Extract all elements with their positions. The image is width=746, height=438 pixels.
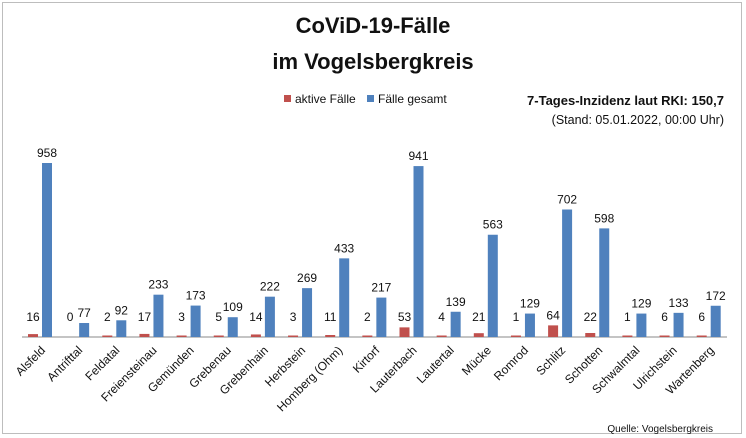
data-label-aktive: 2 [104, 310, 111, 324]
data-label-gesamt: 598 [594, 211, 614, 225]
category-label: Romrod [491, 343, 531, 383]
bar-aktive [436, 335, 447, 337]
bar-aktive [473, 333, 484, 337]
data-label-gesamt: 173 [186, 289, 206, 303]
bar-gesamt [487, 234, 498, 337]
bar-gesamt [599, 228, 610, 337]
bar-aktive [362, 335, 373, 337]
data-label-gesamt: 269 [297, 271, 317, 285]
chart-frame [2, 2, 742, 434]
data-label-aktive: 53 [398, 310, 412, 324]
legend-label-aktive: aktive Fälle [295, 92, 356, 106]
bar-aktive [250, 334, 261, 337]
bar-aktive [176, 335, 187, 337]
data-label-aktive: 21 [472, 310, 486, 324]
category-label: Alsfeld [13, 343, 48, 378]
data-label-aktive: 4 [438, 310, 445, 324]
data-label-gesamt: 702 [557, 192, 577, 206]
data-label-gesamt: 139 [446, 295, 466, 309]
data-label-gesamt: 133 [669, 296, 689, 310]
bar-gesamt [190, 305, 201, 337]
data-label-gesamt: 129 [631, 297, 651, 311]
data-label-aktive: 64 [546, 308, 560, 322]
bar-gesamt [450, 311, 461, 337]
bar-aktive [585, 333, 596, 337]
category-label: Homberg (Ohm) [274, 343, 345, 414]
data-label-gesamt: 941 [408, 149, 428, 163]
bar-gesamt [636, 313, 647, 337]
bar-gesamt [376, 297, 387, 337]
bar-gesamt [227, 317, 238, 337]
bar-gesamt [562, 209, 573, 337]
date-annotation: (Stand: 05.01.2022, 00:00 Uhr) [552, 113, 724, 127]
bar-gesamt [524, 313, 535, 337]
data-label-aktive: 0 [67, 310, 74, 324]
data-label-gesamt: 77 [77, 306, 91, 320]
bar-gesamt [673, 312, 684, 337]
data-label-gesamt: 563 [483, 218, 503, 232]
data-label-gesamt: 129 [520, 297, 540, 311]
bar-gesamt [302, 288, 313, 337]
data-label-gesamt: 222 [260, 280, 280, 294]
data-label-gesamt: 92 [115, 303, 129, 317]
data-label-aktive: 2 [364, 310, 371, 324]
bar-gesamt [153, 294, 164, 337]
data-label-aktive: 1 [513, 310, 520, 324]
bar-aktive [139, 333, 150, 337]
category-label: Antrifttal [44, 343, 85, 384]
data-label-gesamt: 172 [706, 289, 726, 303]
data-label-gesamt: 109 [223, 300, 243, 314]
bar-aktive [288, 335, 299, 337]
data-label-gesamt: 958 [37, 146, 57, 160]
bar-aktive [510, 335, 521, 337]
bar-aktive [28, 334, 38, 337]
data-label-aktive: 22 [584, 310, 598, 324]
bar-aktive [622, 335, 633, 337]
category-label: Mücke [459, 343, 494, 378]
data-label-aktive: 5 [215, 310, 222, 324]
bar-aktive [325, 335, 336, 337]
bar-aktive [696, 335, 707, 337]
chart-title-line-2: im Vogelsbergkreis [272, 49, 473, 74]
chart-title-line-1: CoViD-19-Fälle [296, 13, 451, 38]
category-label: Kirtorf [350, 343, 383, 376]
data-label-aktive: 11 [324, 310, 337, 324]
incidence-annotation: 7-Tages-Inzidenz laut RKI: 150,7 [527, 93, 724, 108]
data-label-aktive: 6 [698, 310, 705, 324]
category-label: Lautertal [414, 343, 457, 386]
bar-gesamt [710, 305, 721, 337]
bar-gesamt [339, 258, 350, 337]
data-label-aktive: 3 [178, 310, 185, 324]
bar-aktive [548, 325, 559, 337]
data-label-aktive: 6 [661, 310, 668, 324]
legend-swatch-aktive [284, 95, 291, 102]
category-label: Schlitz [533, 343, 568, 378]
bar-aktive [659, 335, 670, 337]
bar-gesamt [413, 166, 424, 337]
bar-aktive [399, 327, 410, 337]
data-label-gesamt: 233 [148, 278, 168, 292]
data-label-aktive: 17 [138, 310, 152, 324]
legend-label-gesamt: Fälle gesamt [378, 92, 447, 106]
bar-gesamt [116, 320, 127, 337]
data-label-aktive: 3 [290, 310, 297, 324]
source-note: Quelle: Vogelsbergkreis [607, 424, 713, 435]
bar-gesamt [42, 163, 52, 337]
bar-gesamt [79, 323, 90, 337]
legend-swatch-gesamt [367, 95, 374, 102]
bar-gesamt [264, 296, 275, 337]
bar-aktive [102, 335, 113, 337]
data-label-aktive: 1 [624, 310, 631, 324]
data-label-aktive: 14 [249, 310, 263, 324]
data-label-gesamt: 433 [334, 241, 354, 255]
bar-aktive [213, 335, 224, 337]
data-label-gesamt: 217 [371, 281, 391, 295]
data-label-aktive: 16 [26, 310, 40, 324]
